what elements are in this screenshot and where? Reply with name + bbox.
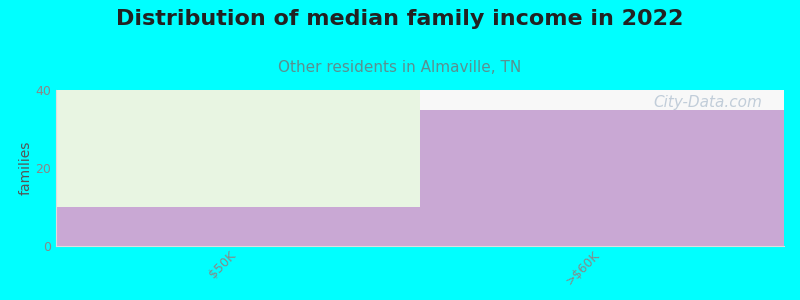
Bar bbox=[56, 90, 420, 207]
Text: Other residents in Almaville, TN: Other residents in Almaville, TN bbox=[278, 60, 522, 75]
Bar bbox=[56, 207, 420, 246]
Bar bbox=[420, 110, 784, 246]
Text: Distribution of median family income in 2022: Distribution of median family income in … bbox=[116, 9, 684, 29]
Y-axis label: families: families bbox=[18, 141, 33, 195]
Text: City-Data.com: City-Data.com bbox=[654, 95, 762, 110]
